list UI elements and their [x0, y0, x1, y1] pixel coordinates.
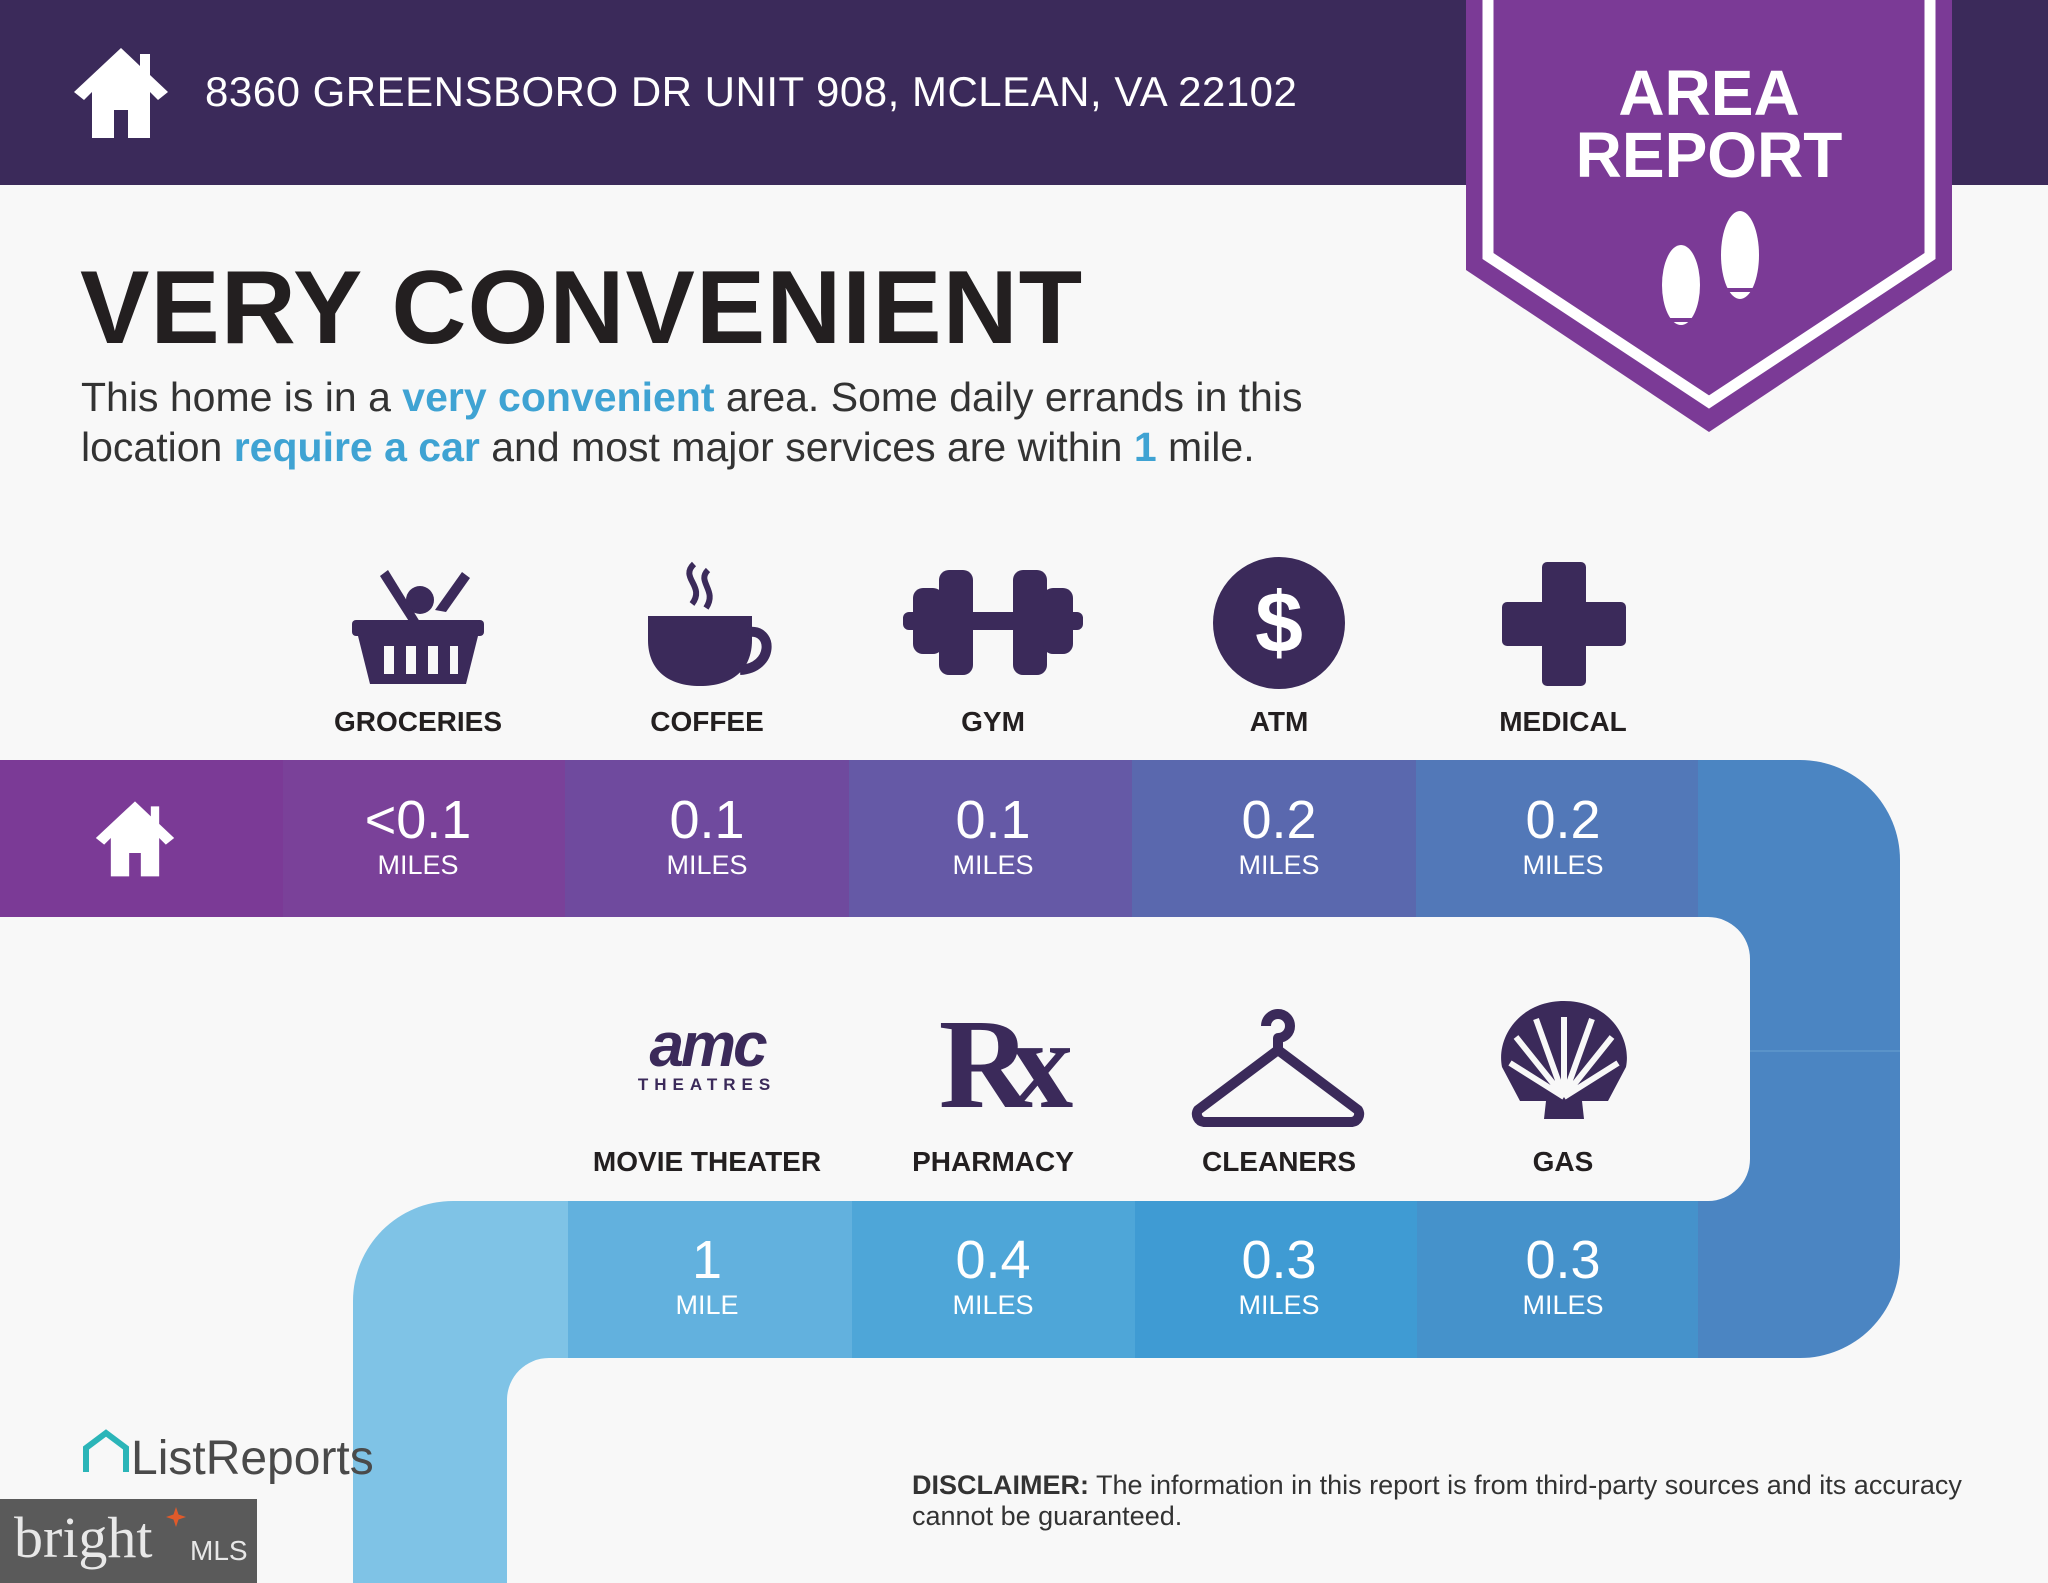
- label-movie-theater: MOVIE THEATER: [592, 1146, 822, 1177]
- description-line-2: location require a car and most major se…: [81, 424, 1255, 470]
- area-report-banner: [1466, 0, 1952, 432]
- shell-icon: [1501, 1001, 1627, 1119]
- convenience-rating: VERY CONVENIENT: [80, 250, 1084, 366]
- footprints-icon: [1662, 211, 1759, 325]
- home-start-icon: [95, 801, 175, 877]
- coffee-cup-icon: [648, 561, 772, 686]
- distance-pharmacy: 0.4 MILES: [952, 1230, 1034, 1320]
- label-coffee: COFFEE: [650, 706, 764, 737]
- distance-gym: 0.1 MILES: [952, 790, 1034, 880]
- listreports-house-icon: [83, 1429, 129, 1472]
- medical-cross-icon: [1502, 562, 1626, 686]
- label-atm: ATM: [1249, 706, 1309, 737]
- label-groceries: GROCERIES: [333, 706, 503, 737]
- distance-movie-theater: 1 MILE: [675, 1230, 739, 1320]
- distance-atm: 0.2 MILES: [1238, 790, 1320, 880]
- description-line-1: This home is in a very convenient area. …: [81, 374, 1303, 420]
- distance-gas: 0.3 MILES: [1522, 1230, 1604, 1320]
- rx-icon: Rx: [938, 993, 1073, 1135]
- label-medical: MEDICAL: [1499, 706, 1627, 737]
- label-gas: GAS: [1532, 1146, 1594, 1177]
- distance-coffee: 0.1 MILES: [666, 790, 748, 880]
- disclaimer: DISCLAIMER: The information in this repo…: [912, 1470, 1962, 1531]
- star-icon: [166, 1507, 186, 1527]
- dumbbell-icon: [903, 570, 1083, 675]
- distance-cleaners: 0.3 MILES: [1238, 1230, 1320, 1320]
- bright-mls-logo: bright MLS: [0, 1499, 257, 1583]
- hanger-icon: [1191, 1009, 1365, 1127]
- amc-theatres-logo: amc THEATRES: [637, 1011, 777, 1095]
- area-report-title: AREA REPORT: [1575, 57, 1843, 191]
- listreports-logo: ListReports: [81, 1428, 374, 1487]
- dollar-icon: $: [1213, 557, 1345, 689]
- house-icon: [74, 48, 168, 138]
- grocery-basket-icon: [352, 570, 484, 684]
- distance-medical: 0.2 MILES: [1522, 790, 1604, 880]
- label-cleaners: CLEANERS: [1201, 1146, 1356, 1177]
- label-pharmacy: PHARMACY: [912, 1146, 1074, 1177]
- label-gym: GYM: [961, 706, 1025, 737]
- property-address: 8360 GREENSBORO DR UNIT 908, MCLEAN, VA …: [205, 68, 1298, 115]
- distance-groceries: <0.1 MILES: [364, 790, 472, 880]
- svg-text:$: $: [1255, 575, 1303, 671]
